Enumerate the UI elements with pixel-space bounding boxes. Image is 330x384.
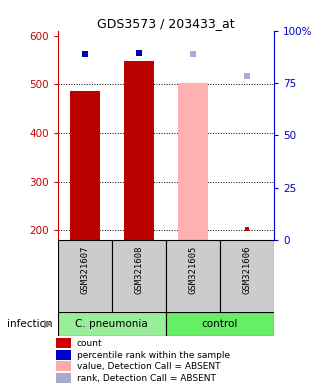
Text: control: control: [202, 319, 238, 329]
Bar: [166, 240, 220, 313]
Bar: [56, 338, 71, 348]
Bar: [112, 240, 166, 313]
Text: GSM321607: GSM321607: [80, 246, 89, 294]
Text: rank, Detection Call = ABSENT: rank, Detection Call = ABSENT: [77, 374, 215, 383]
Bar: [166, 312, 274, 336]
Bar: [56, 361, 71, 371]
Bar: [70, 91, 100, 240]
Bar: [56, 373, 71, 383]
Text: ▶: ▶: [44, 319, 52, 329]
Bar: [56, 350, 71, 360]
Bar: [124, 61, 154, 240]
Text: percentile rank within the sample: percentile rank within the sample: [77, 351, 230, 360]
Text: value, Detection Call = ABSENT: value, Detection Call = ABSENT: [77, 362, 220, 371]
Text: infection: infection: [7, 319, 52, 329]
Bar: [178, 83, 208, 240]
Text: GSM321608: GSM321608: [134, 246, 143, 294]
Title: GDS3573 / 203433_at: GDS3573 / 203433_at: [97, 17, 235, 30]
Text: GSM321605: GSM321605: [188, 246, 197, 294]
Text: GSM321606: GSM321606: [242, 246, 251, 294]
Text: count: count: [77, 339, 102, 348]
Text: C. pneumonia: C. pneumonia: [76, 319, 148, 329]
Bar: [220, 240, 274, 313]
Bar: [58, 240, 112, 313]
Bar: [58, 312, 166, 336]
